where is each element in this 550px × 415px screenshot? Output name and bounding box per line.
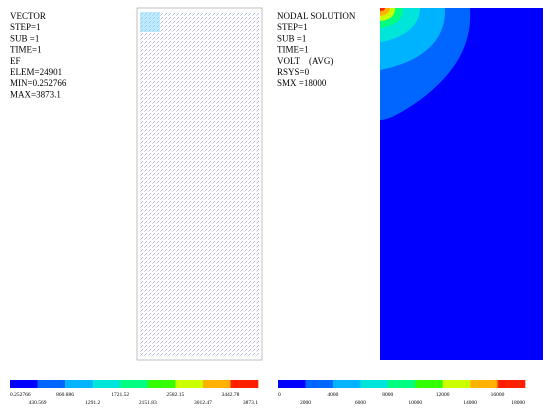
legend-swatch [497, 380, 526, 388]
legend-swatch [305, 380, 334, 388]
info-line: VECTOR [10, 11, 46, 21]
legend-swatch [175, 380, 204, 388]
legend-swatch [147, 380, 176, 388]
info-line: STEP=1 [10, 22, 41, 32]
legend-label: 3873.1 [243, 400, 258, 406]
info-line: TIME=1 [277, 45, 309, 55]
info-line: SUB =1 [10, 33, 39, 43]
info-line: TIME=1 [10, 45, 42, 55]
info-line: NODAL SOLUTION [277, 11, 356, 21]
info-line: MIN=0.252766 [10, 78, 67, 88]
info-line: STEP=1 [277, 22, 308, 32]
legend-swatch [415, 380, 443, 388]
legend-label: 14000 [463, 400, 477, 406]
info-line: EF [10, 56, 21, 66]
legend-label: 2151.83 [139, 400, 157, 406]
legend-label: 12000 [436, 392, 450, 398]
legend-label: 16000 [491, 392, 505, 398]
info-line: ELEM=24901 [10, 67, 62, 77]
legend-swatch [332, 380, 361, 388]
legend-swatch [387, 380, 416, 388]
legend-label: 2000 [300, 400, 311, 406]
legend-swatch [470, 380, 498, 388]
vector-field [140, 12, 260, 356]
legend-swatch [92, 380, 121, 388]
legend-swatch [65, 380, 93, 388]
legend-label: 0 [278, 392, 281, 398]
info-line: SMX =18000 [277, 78, 327, 88]
legend-swatch [202, 380, 231, 388]
legend-swatch [230, 380, 259, 388]
legend-label: 3442.78 [222, 392, 240, 398]
info-line: RSYS=0 [277, 67, 310, 77]
legend-swatch [37, 380, 66, 388]
legend-label: 1721.52 [111, 392, 129, 398]
legend-label: 3012.47 [194, 400, 212, 406]
legend-label: 0.252766 [10, 392, 31, 398]
info-line: MAX=3873.1 [10, 89, 61, 99]
legend-label: 6000 [355, 400, 366, 406]
legend-label: 4000 [327, 392, 338, 398]
legend-swatch [278, 380, 306, 388]
legend-label: 860.886 [56, 392, 74, 398]
contour-plot [380, 8, 543, 360]
legend-swatch [360, 380, 389, 388]
legend-label: 10000 [408, 400, 422, 406]
contour-band [380, 8, 385, 11]
vector-hotspot [140, 12, 160, 32]
legend-swatch [442, 380, 471, 388]
legend-label: 430.569 [29, 400, 47, 406]
legend-swatch [120, 380, 149, 388]
legend-swatch [10, 380, 38, 388]
legend-label: 18000 [511, 400, 525, 406]
legend-label: 8000 [382, 392, 393, 398]
info-line: VOLT (AVG) [277, 56, 333, 66]
legend-label: 2582.15 [166, 392, 184, 398]
info-line: SUB =1 [277, 33, 306, 43]
legend-label: 1291.2 [85, 400, 100, 406]
